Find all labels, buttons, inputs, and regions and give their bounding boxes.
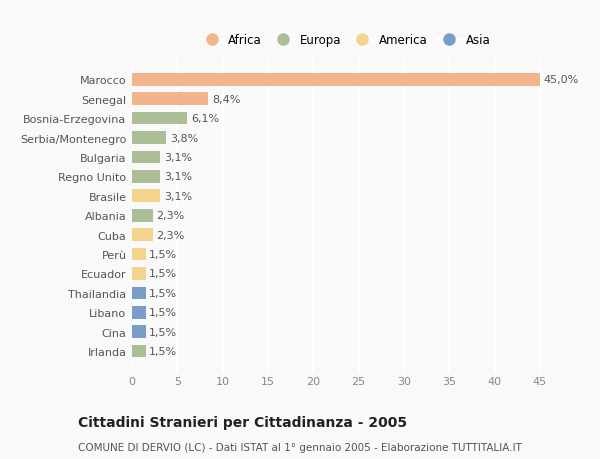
Bar xyxy=(132,306,146,319)
Bar xyxy=(132,229,153,241)
Bar xyxy=(132,248,146,261)
Legend: Africa, Europa, America, Asia: Africa, Europa, America, Asia xyxy=(197,31,493,49)
Text: 3,8%: 3,8% xyxy=(170,133,199,143)
Bar xyxy=(132,209,153,222)
Text: 1,5%: 1,5% xyxy=(149,347,178,356)
Bar xyxy=(132,345,146,358)
Text: 3,1%: 3,1% xyxy=(164,172,192,182)
Text: 3,1%: 3,1% xyxy=(164,191,192,202)
Text: 6,1%: 6,1% xyxy=(191,114,219,124)
Bar xyxy=(132,171,160,183)
Text: 1,5%: 1,5% xyxy=(149,250,178,259)
Bar xyxy=(132,325,146,338)
Text: Cittadini Stranieri per Cittadinanza - 2005: Cittadini Stranieri per Cittadinanza - 2… xyxy=(78,415,407,429)
Text: 1,5%: 1,5% xyxy=(149,288,178,298)
Text: 1,5%: 1,5% xyxy=(149,269,178,279)
Bar xyxy=(132,74,540,86)
Text: 1,5%: 1,5% xyxy=(149,327,178,337)
Bar xyxy=(132,287,146,300)
Bar xyxy=(132,151,160,164)
Text: 2,3%: 2,3% xyxy=(157,211,185,221)
Text: 45,0%: 45,0% xyxy=(544,75,579,85)
Bar xyxy=(132,93,208,106)
Text: 3,1%: 3,1% xyxy=(164,153,192,162)
Bar xyxy=(132,268,146,280)
Text: 8,4%: 8,4% xyxy=(212,95,240,105)
Text: COMUNE DI DERVIO (LC) - Dati ISTAT al 1° gennaio 2005 - Elaborazione TUTTITALIA.: COMUNE DI DERVIO (LC) - Dati ISTAT al 1°… xyxy=(78,442,522,452)
Bar xyxy=(132,190,160,203)
Text: 2,3%: 2,3% xyxy=(157,230,185,240)
Bar xyxy=(132,132,166,145)
Text: 1,5%: 1,5% xyxy=(149,308,178,318)
Bar xyxy=(132,112,187,125)
